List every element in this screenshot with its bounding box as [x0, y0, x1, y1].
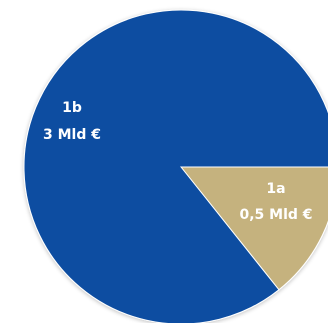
slice-label-1a: 1a [266, 181, 285, 197]
slice-label-1b: 1b [62, 100, 82, 116]
pie-slices [23, 9, 328, 323]
slice-value-1b: 3 Mld € [43, 127, 101, 143]
pie-slice-1a [179, 166, 328, 291]
slice-value-1a: 0,5 Mld € [239, 207, 312, 223]
